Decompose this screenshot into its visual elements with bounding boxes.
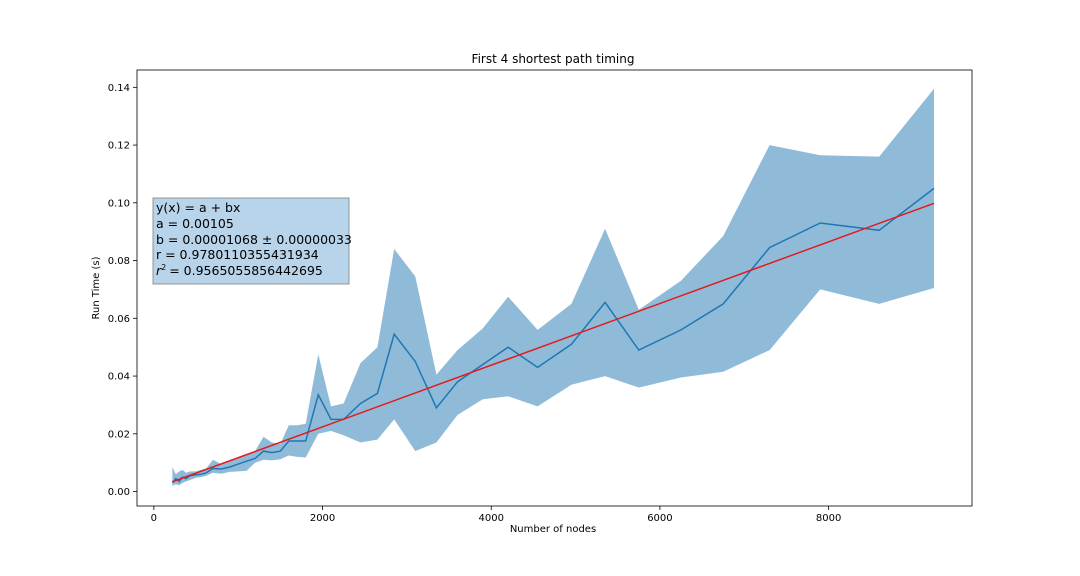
- mean-point: [185, 478, 187, 480]
- mean-point: [393, 333, 395, 335]
- x-tick-label: 8000: [816, 513, 841, 524]
- annotation-background: [152, 197, 350, 285]
- mean-point: [305, 440, 307, 442]
- mean-point: [229, 466, 231, 468]
- mean-point: [330, 418, 332, 420]
- mean-point: [200, 473, 202, 475]
- mean-point: [220, 468, 222, 470]
- mean-point: [254, 457, 256, 459]
- x-axis-label: Number of nodes: [510, 524, 596, 535]
- mean-point: [271, 452, 273, 454]
- mean-point: [878, 229, 880, 231]
- confidence-band: [172, 88, 934, 486]
- mean-point: [263, 450, 265, 452]
- r2-superscript: 2: [161, 263, 166, 272]
- mean-point: [171, 482, 173, 484]
- y-tick-label: 0.04: [108, 372, 130, 383]
- chart-title: First 4 shortest path timing: [472, 52, 635, 66]
- mean-point: [457, 381, 459, 383]
- mean-point: [933, 187, 935, 189]
- mean-point: [482, 364, 484, 366]
- r2-symbol: r: [156, 263, 162, 278]
- annotation-a: a = 0.00105: [156, 216, 234, 231]
- y-axis-ticks: 0.00 0.02 0.04 0.06 0.08 0.10 0.12 0.14: [108, 83, 137, 498]
- mean-point: [507, 346, 509, 348]
- mean-point: [182, 476, 184, 478]
- annotation-equation: y(x) = a + bx: [156, 200, 240, 215]
- y-tick-label: 0.08: [108, 256, 130, 267]
- y-tick-label: 0.10: [108, 198, 130, 209]
- mean-point: [819, 222, 821, 224]
- x-tick-label: 0: [151, 513, 157, 524]
- mean-point: [246, 460, 248, 462]
- y-tick-label: 0.06: [108, 314, 130, 325]
- mean-point: [769, 247, 771, 249]
- mean-point: [638, 349, 640, 351]
- mean-point: [722, 303, 724, 305]
- mean-point: [195, 474, 197, 476]
- mean-point: [376, 392, 378, 394]
- x-tick-label: 2000: [310, 513, 335, 524]
- mean-point: [414, 361, 416, 363]
- x-tick-label: 6000: [647, 513, 672, 524]
- linear-fit-line: [172, 202, 935, 483]
- mean-point: [680, 329, 682, 331]
- plot-area: [171, 88, 935, 486]
- annotation-b: b = 0.00001068 ± 0.00000033: [156, 232, 352, 247]
- mean-point: [604, 301, 606, 303]
- annotation-r-squared: r2 = 0.9565055856442695: [156, 263, 323, 278]
- mean-point: [317, 394, 319, 396]
- mean-point: [343, 418, 345, 420]
- mean-point: [189, 475, 191, 477]
- y-tick-label: 0.00: [108, 487, 130, 498]
- mean-point: [212, 467, 214, 469]
- x-tick-label: 4000: [479, 513, 504, 524]
- mean-point: [296, 440, 298, 442]
- y-tick-label: 0.12: [108, 141, 130, 152]
- mean-run-time-line: [171, 187, 935, 484]
- axes-frame: [136, 69, 973, 507]
- mean-point: [288, 440, 290, 442]
- fit-annotation-box: y(x) = a + bx a = 0.00105 b = 0.00001068…: [152, 197, 352, 285]
- x-axis-ticks: 0 2000 4000 6000 8000: [151, 506, 841, 524]
- mean-point: [537, 366, 539, 368]
- mean-point: [360, 402, 362, 404]
- mean-point: [205, 472, 207, 474]
- mean-point: [435, 407, 437, 409]
- mean-point: [237, 463, 239, 465]
- y-axis-label: Run Time (s): [91, 256, 102, 319]
- y-tick-label: 0.14: [108, 83, 130, 94]
- mean-point: [178, 480, 180, 482]
- mean-point: [279, 450, 281, 452]
- r2-value: = 0.9565055856442695: [169, 263, 323, 278]
- annotation-r: r = 0.9780110355431934: [156, 247, 319, 262]
- mean-point: [175, 478, 177, 480]
- y-tick-label: 0.02: [108, 429, 130, 440]
- mean-point: [570, 343, 572, 345]
